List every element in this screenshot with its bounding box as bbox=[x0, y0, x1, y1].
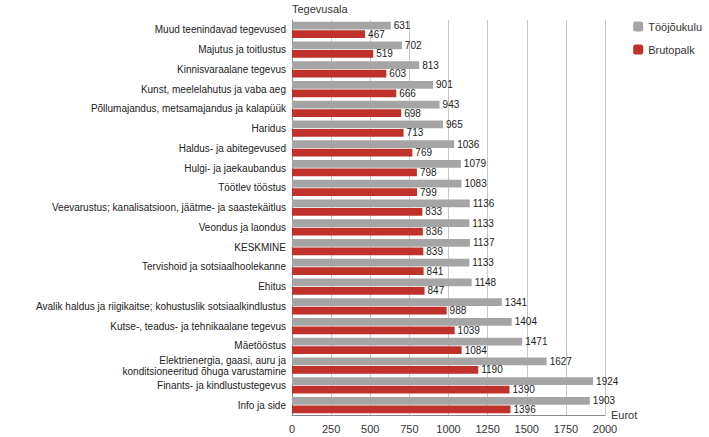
svg-text:Töötlev tööstus: Töötlev tööstus bbox=[218, 182, 286, 193]
svg-text:631: 631 bbox=[394, 20, 411, 31]
svg-text:1079: 1079 bbox=[464, 158, 487, 169]
svg-text:769: 769 bbox=[415, 147, 432, 158]
svg-text:1404: 1404 bbox=[515, 316, 538, 327]
svg-text:Eurot: Eurot bbox=[611, 409, 637, 421]
svg-text:713: 713 bbox=[407, 127, 424, 138]
svg-text:Põllumajandus, metsamajandus j: Põllumajandus, metsamajandus ja kalapüük bbox=[91, 103, 287, 114]
svg-text:1148: 1148 bbox=[475, 277, 497, 288]
svg-text:Kunst, meelelahutus ja vaba ae: Kunst, meelelahutus ja vaba aeg bbox=[141, 84, 286, 95]
svg-text:901: 901 bbox=[436, 79, 453, 90]
svg-text:Ehitus: Ehitus bbox=[258, 281, 286, 292]
svg-text:750: 750 bbox=[400, 423, 418, 435]
svg-text:1036: 1036 bbox=[457, 139, 480, 150]
svg-text:Tegevusala: Tegevusala bbox=[292, 3, 349, 15]
svg-text:1471: 1471 bbox=[525, 336, 548, 347]
svg-text:698: 698 bbox=[404, 108, 421, 119]
svg-text:467: 467 bbox=[368, 29, 385, 40]
svg-text:1341: 1341 bbox=[505, 297, 528, 308]
svg-text:konditsioneeritud õhuga varust: konditsioneeritud õhuga varustamine bbox=[123, 366, 287, 377]
svg-text:1039: 1039 bbox=[458, 325, 481, 336]
svg-text:1136: 1136 bbox=[473, 198, 495, 209]
svg-text:1390: 1390 bbox=[513, 384, 536, 395]
svg-text:603: 603 bbox=[389, 68, 406, 79]
svg-text:Kinnisvaraalane tegevus: Kinnisvaraalane tegevus bbox=[177, 64, 286, 75]
svg-text:500: 500 bbox=[361, 423, 379, 435]
svg-text:Muud teenindavad tegevused: Muud teenindavad tegevused bbox=[155, 24, 286, 35]
svg-text:1903: 1903 bbox=[593, 395, 616, 406]
svg-text:Hulgi- ja jaekaubandus: Hulgi- ja jaekaubandus bbox=[184, 163, 286, 174]
svg-text:Tervishoid ja sotsiaalhoolekan: Tervishoid ja sotsiaalhoolekanne bbox=[142, 261, 286, 272]
svg-text:836: 836 bbox=[426, 226, 443, 237]
svg-text:702: 702 bbox=[405, 40, 422, 51]
svg-text:Avalik haldus ja riigikaitse;: Avalik haldus ja riigikaitse; kohustusli… bbox=[36, 301, 286, 312]
svg-text:666: 666 bbox=[399, 88, 416, 99]
svg-text:Veevarustus; kanalisatsioon, j: Veevarustus; kanalisatsioon, jäätme- ja … bbox=[52, 202, 286, 213]
svg-text:1000: 1000 bbox=[436, 423, 460, 435]
svg-text:Finants- ja kindlustustegevus: Finants- ja kindlustustegevus bbox=[157, 380, 286, 391]
svg-text:833: 833 bbox=[425, 206, 442, 217]
svg-text:1924: 1924 bbox=[596, 376, 619, 387]
svg-text:1396: 1396 bbox=[513, 404, 536, 415]
svg-text:1750: 1750 bbox=[554, 423, 578, 435]
svg-text:799: 799 bbox=[420, 187, 437, 198]
svg-text:813: 813 bbox=[422, 60, 439, 71]
svg-text:2000: 2000 bbox=[593, 423, 617, 435]
svg-text:Kutse-, teadus- ja tehnikaalan: Kutse-, teadus- ja tehnikaalane tegevus bbox=[110, 321, 286, 332]
svg-text:1133: 1133 bbox=[472, 257, 494, 268]
svg-text:519: 519 bbox=[376, 48, 393, 59]
svg-text:1190: 1190 bbox=[481, 364, 503, 375]
svg-text:1083: 1083 bbox=[464, 178, 487, 189]
svg-text:250: 250 bbox=[322, 423, 340, 435]
svg-text:Majutus ja toitlustus: Majutus ja toitlustus bbox=[198, 44, 286, 55]
svg-text:965: 965 bbox=[446, 119, 463, 130]
svg-text:943: 943 bbox=[443, 99, 460, 110]
svg-text:839: 839 bbox=[426, 246, 443, 257]
svg-text:0: 0 bbox=[289, 423, 295, 435]
svg-text:Tööjõukulu: Tööjõukulu bbox=[648, 21, 702, 33]
svg-text:1137: 1137 bbox=[473, 237, 495, 248]
svg-text:1250: 1250 bbox=[475, 423, 499, 435]
svg-text:798: 798 bbox=[420, 167, 437, 178]
svg-text:1133: 1133 bbox=[472, 218, 494, 229]
svg-text:1084: 1084 bbox=[465, 345, 488, 356]
svg-text:1500: 1500 bbox=[515, 423, 539, 435]
svg-text:Veondus ja laondus: Veondus ja laondus bbox=[199, 222, 286, 233]
svg-text:Haldus- ja abitegevused: Haldus- ja abitegevused bbox=[179, 143, 286, 154]
svg-text:841: 841 bbox=[427, 266, 444, 277]
svg-text:Info ja side: Info ja side bbox=[238, 400, 287, 411]
svg-text:847: 847 bbox=[428, 285, 445, 296]
svg-text:Mäetööstus: Mäetööstus bbox=[234, 340, 286, 351]
svg-text:KESKMINE: KESKMINE bbox=[234, 242, 286, 253]
svg-text:Haridus: Haridus bbox=[252, 123, 286, 134]
svg-text:988: 988 bbox=[450, 305, 467, 316]
svg-text:Brutopalk: Brutopalk bbox=[648, 44, 695, 56]
svg-text:Elektrienergia, gaasi, auru ja: Elektrienergia, gaasi, auru ja bbox=[159, 355, 286, 366]
svg-text:1627: 1627 bbox=[550, 356, 573, 367]
